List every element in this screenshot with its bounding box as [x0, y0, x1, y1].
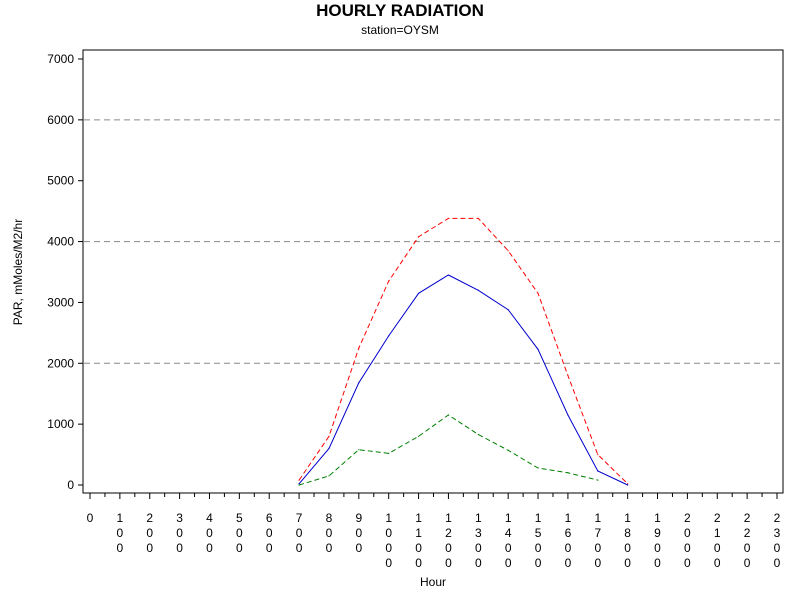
- series-2-point: [298, 484, 300, 486]
- series-1-point: [627, 484, 629, 486]
- y-tick-label: 2000: [47, 356, 74, 370]
- series-0-point: [417, 236, 420, 238]
- series-2-point: [388, 452, 390, 454]
- series-1-point: [388, 335, 390, 337]
- series-1-point: [537, 348, 539, 350]
- chart-title: HOURLY RADIATION: [316, 1, 484, 20]
- series-0-point: [298, 479, 300, 481]
- series-1-point: [567, 414, 569, 416]
- series-2-point: [537, 467, 539, 469]
- y-tick-label: 7000: [47, 52, 74, 66]
- series-2-point: [358, 449, 360, 451]
- series-1-point: [507, 309, 509, 311]
- gridlines: [84, 119, 782, 364]
- series-1-point: [358, 382, 360, 384]
- y-tick-label: 4000: [47, 235, 74, 249]
- y-tick-label: 5000: [47, 174, 74, 188]
- series-1-point: [298, 483, 300, 485]
- series-2-point: [567, 472, 569, 474]
- y-tick-label: 3000: [47, 295, 74, 309]
- series-lines: [298, 217, 629, 486]
- series-2-point: [417, 435, 420, 437]
- y-axis-ticks: 0 1000 2000 3000 4000 5000 6000 7000: [47, 52, 83, 492]
- series-2-point: [447, 414, 450, 416]
- series-0-point: [447, 217, 450, 220]
- series-2-point: [597, 479, 599, 481]
- series-1-point: [417, 292, 420, 294]
- x-axis-ticks: 0 1 0 0 2 0 0 3 0 0 4 0 0 5 0 0 6 0 0 7 0 0 8 0 0 9 0 0 1 0 0 0 1 1 0 0 1 2 0 0…: [87, 493, 781, 570]
- series-0-point: [597, 453, 599, 456]
- x-axis-label: Hour: [420, 575, 446, 589]
- series-0-point: [388, 280, 390, 282]
- series-0-point: [328, 435, 330, 437]
- x-tick-label: 0: [87, 511, 94, 525]
- series-0-point: [537, 292, 539, 294]
- series-2-point: [507, 449, 509, 451]
- y-tick-label: 0: [67, 478, 74, 492]
- series-1-point: [447, 274, 450, 276]
- series-2-point: [328, 475, 330, 477]
- series-0-point: [358, 347, 360, 349]
- chart-subtitle: station=OYSM: [361, 23, 439, 37]
- series-1-point: [477, 289, 479, 291]
- series-line-0: [298, 217, 629, 485]
- series-0-point: [477, 217, 479, 220]
- series-line-1: [298, 274, 628, 486]
- series-1-point: [597, 470, 599, 472]
- series-0-point: [567, 374, 569, 377]
- series-line-2: [298, 414, 598, 486]
- series-0-point: [627, 483, 629, 485]
- y-tick-label: 6000: [47, 113, 74, 127]
- series-1-point: [328, 447, 330, 450]
- y-axis-label: PAR, mMoles/M2/hr: [11, 219, 25, 325]
- series-0-point: [507, 250, 509, 252]
- y-tick-label: 1000: [47, 417, 74, 431]
- series-2-point: [477, 433, 479, 436]
